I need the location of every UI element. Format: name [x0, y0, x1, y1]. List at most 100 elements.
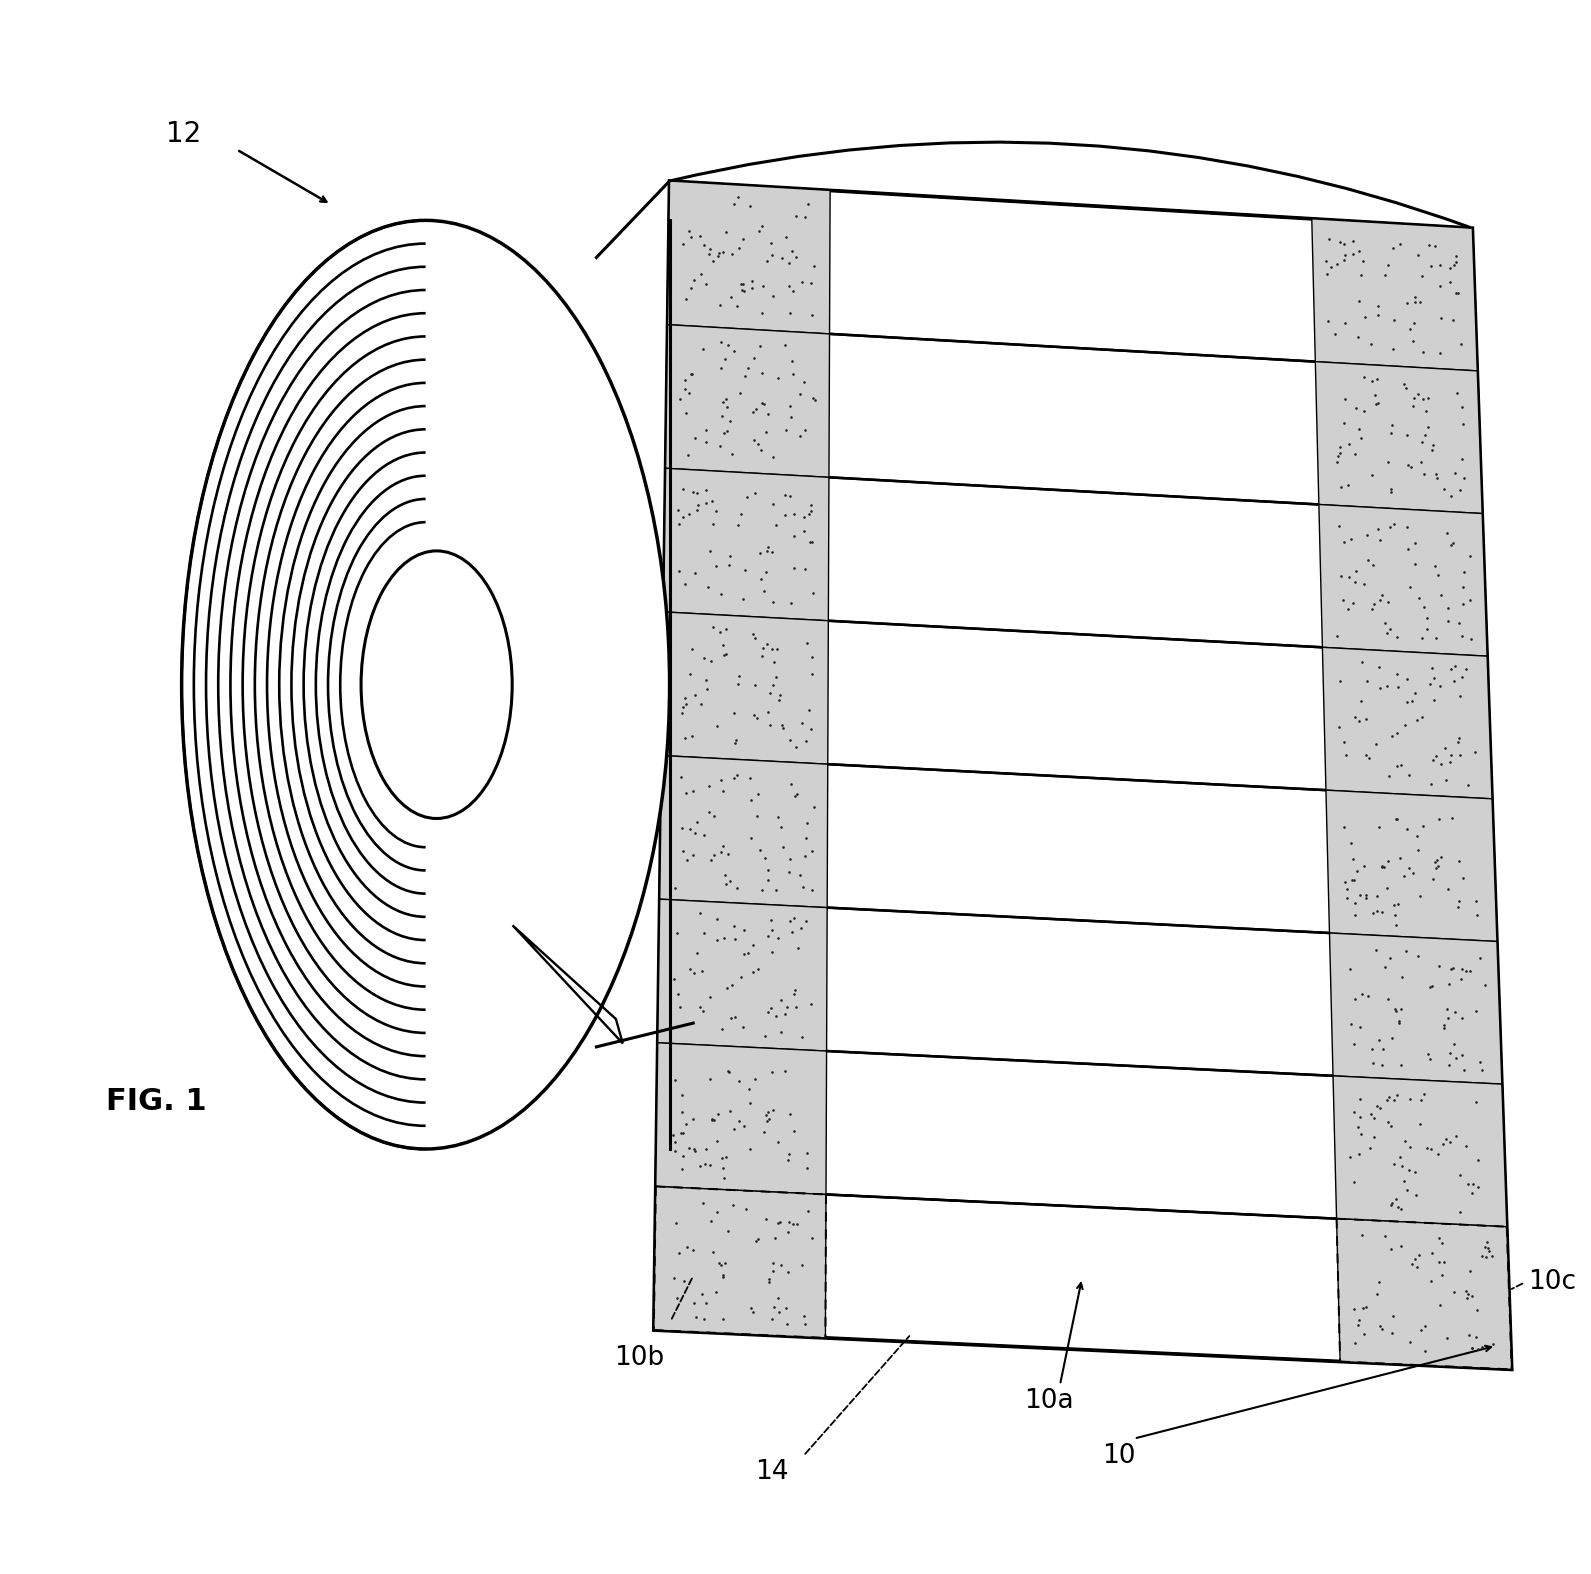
Point	[1467, 946, 1492, 971]
Point	[1327, 230, 1352, 255]
Point	[1348, 1086, 1373, 1111]
Point	[1454, 773, 1480, 798]
Point	[780, 919, 805, 944]
Point	[1464, 1089, 1489, 1114]
Point	[706, 433, 732, 458]
Point	[670, 694, 695, 719]
Point	[1363, 392, 1389, 417]
Point	[1419, 1136, 1445, 1162]
Point	[760, 589, 786, 614]
Point	[1381, 892, 1406, 918]
Point	[754, 999, 780, 1025]
Point	[784, 935, 810, 960]
Point	[789, 269, 815, 294]
Point	[730, 271, 756, 296]
Point	[716, 552, 741, 578]
Point	[751, 390, 776, 416]
Point	[791, 875, 816, 900]
Point	[1419, 438, 1445, 463]
Point	[776, 727, 802, 752]
Point	[1379, 1321, 1405, 1346]
Point	[1384, 623, 1410, 648]
Point	[687, 995, 713, 1020]
Point	[1363, 1094, 1389, 1119]
Point	[1357, 1136, 1383, 1162]
Point	[794, 811, 819, 836]
Point	[1324, 623, 1349, 648]
Point	[1378, 420, 1403, 445]
Point	[1410, 705, 1435, 730]
Point	[1368, 527, 1394, 552]
Point	[749, 390, 775, 416]
Point	[781, 523, 807, 548]
Point	[799, 878, 824, 903]
Point	[776, 1209, 802, 1234]
Point	[1397, 1328, 1422, 1354]
Point	[1397, 316, 1422, 342]
Point	[1338, 957, 1363, 982]
Point	[1395, 452, 1421, 477]
Point	[759, 1306, 784, 1332]
Point	[1453, 959, 1478, 984]
Point	[1338, 1012, 1363, 1037]
Point	[679, 842, 705, 867]
Point	[1395, 291, 1421, 316]
Point	[799, 992, 824, 1017]
Point	[719, 441, 745, 466]
Point	[1438, 743, 1464, 768]
Point	[667, 512, 692, 537]
Point	[741, 427, 767, 452]
Point	[780, 239, 805, 264]
Point	[768, 814, 794, 839]
Point	[1363, 938, 1389, 963]
Text: FIG. 1: FIG. 1	[107, 1088, 207, 1116]
Point	[722, 913, 748, 938]
Point	[721, 192, 746, 217]
Point	[765, 926, 791, 951]
Point	[1360, 1105, 1386, 1130]
Point	[1356, 746, 1381, 771]
Point	[1352, 1295, 1378, 1321]
Point	[794, 1141, 819, 1166]
Point	[1410, 340, 1435, 365]
Point	[711, 1264, 737, 1289]
Point	[754, 538, 780, 563]
Point	[1411, 1081, 1437, 1107]
Point	[1333, 877, 1359, 902]
Point	[1376, 763, 1402, 789]
Point	[727, 965, 753, 990]
Point	[1441, 667, 1467, 693]
Point	[1418, 1045, 1443, 1070]
Point	[1365, 294, 1391, 320]
Point	[759, 907, 784, 932]
Point	[1375, 987, 1400, 1012]
Point	[670, 839, 695, 864]
Point	[703, 1199, 729, 1225]
Point	[711, 642, 737, 667]
Point	[668, 386, 694, 411]
Point	[692, 1152, 718, 1177]
Point	[1459, 626, 1484, 652]
Point	[1435, 1325, 1461, 1350]
Point	[1449, 623, 1475, 648]
Point	[711, 420, 737, 445]
Point	[754, 867, 780, 892]
Point	[724, 293, 749, 318]
Point	[1381, 307, 1406, 332]
Point	[684, 941, 710, 966]
Point	[713, 1250, 738, 1275]
Point	[1325, 450, 1351, 475]
Point	[708, 329, 733, 354]
Point	[1316, 309, 1341, 334]
Point	[708, 356, 733, 381]
Point	[683, 560, 708, 586]
Point	[799, 716, 824, 741]
Point	[732, 364, 757, 389]
Point	[1426, 1250, 1451, 1275]
Point	[718, 867, 743, 892]
Point	[1448, 1199, 1473, 1225]
Point	[1400, 394, 1426, 419]
Point	[711, 1165, 737, 1190]
Point	[1348, 1122, 1373, 1147]
Point	[1375, 1088, 1400, 1113]
